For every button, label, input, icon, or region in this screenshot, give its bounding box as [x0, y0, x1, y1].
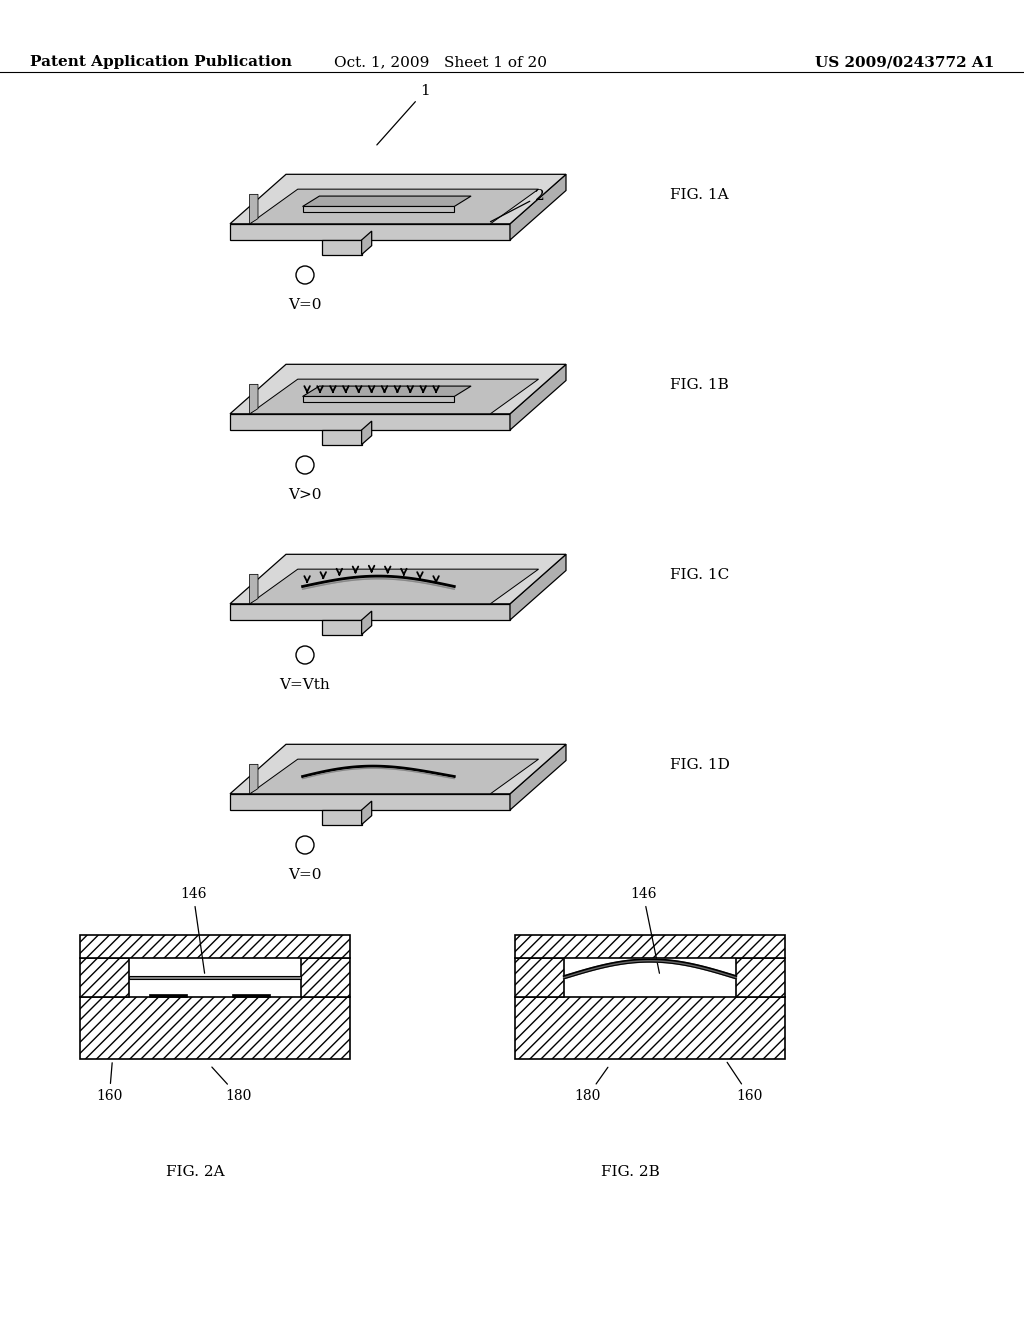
Polygon shape [361, 611, 372, 635]
Polygon shape [250, 569, 539, 603]
Text: 180: 180 [212, 1067, 251, 1104]
Text: 2: 2 [490, 189, 545, 222]
Text: FIG. 2B: FIG. 2B [601, 1166, 659, 1179]
Text: V=0: V=0 [288, 869, 322, 882]
Polygon shape [230, 793, 510, 810]
Polygon shape [230, 174, 566, 224]
Bar [232, 994, 270, 997]
Text: 146: 146 [630, 887, 659, 973]
Text: 180: 180 [574, 1068, 608, 1104]
Text: US 2009/0243772 A1: US 2009/0243772 A1 [815, 55, 994, 69]
Text: 160: 160 [727, 1063, 763, 1104]
Polygon shape [302, 197, 471, 206]
Polygon shape [302, 206, 455, 213]
Text: Patent Application Publication: Patent Application Publication [30, 55, 292, 69]
Bar [515, 958, 563, 997]
Text: FIG. 1C: FIG. 1C [670, 568, 729, 582]
Polygon shape [510, 744, 566, 810]
Polygon shape [563, 960, 736, 979]
Polygon shape [230, 413, 510, 430]
Polygon shape [230, 224, 510, 240]
Polygon shape [361, 231, 372, 255]
Polygon shape [361, 421, 372, 445]
Polygon shape [250, 189, 539, 224]
Bar [150, 994, 187, 997]
Polygon shape [250, 759, 539, 793]
Polygon shape [323, 430, 361, 445]
Polygon shape [323, 810, 361, 825]
Bar [129, 975, 301, 979]
Bar [80, 997, 350, 1060]
Polygon shape [302, 766, 455, 779]
Polygon shape [230, 364, 566, 413]
Polygon shape [302, 576, 455, 589]
Bar [301, 958, 350, 997]
Text: FIG. 1A: FIG. 1A [670, 187, 729, 202]
Text: FIG. 1D: FIG. 1D [670, 758, 730, 772]
Polygon shape [250, 379, 539, 413]
Text: FIG. 2A: FIG. 2A [166, 1166, 224, 1179]
Polygon shape [250, 194, 258, 224]
Bar [515, 997, 785, 1060]
Text: FIG. 1B: FIG. 1B [670, 378, 729, 392]
Polygon shape [302, 385, 471, 396]
Polygon shape [230, 554, 566, 603]
Text: V>0: V>0 [288, 488, 322, 502]
Text: 160: 160 [96, 1063, 123, 1104]
Polygon shape [250, 574, 258, 603]
Polygon shape [250, 764, 258, 793]
Polygon shape [302, 396, 455, 401]
Polygon shape [323, 620, 361, 635]
Polygon shape [510, 174, 566, 240]
Text: V=0: V=0 [288, 298, 322, 312]
Text: 1: 1 [377, 84, 430, 145]
Polygon shape [250, 384, 258, 413]
Bar [80, 958, 129, 997]
Bar [80, 935, 350, 958]
Polygon shape [510, 364, 566, 430]
Polygon shape [230, 603, 510, 620]
Text: V=Vth: V=Vth [280, 678, 331, 692]
Polygon shape [230, 744, 566, 793]
Text: 146: 146 [180, 887, 207, 973]
Bar [515, 935, 785, 958]
Bar [736, 958, 785, 997]
Polygon shape [361, 801, 372, 825]
Text: Oct. 1, 2009   Sheet 1 of 20: Oct. 1, 2009 Sheet 1 of 20 [334, 55, 547, 69]
Polygon shape [510, 554, 566, 620]
Polygon shape [323, 240, 361, 255]
